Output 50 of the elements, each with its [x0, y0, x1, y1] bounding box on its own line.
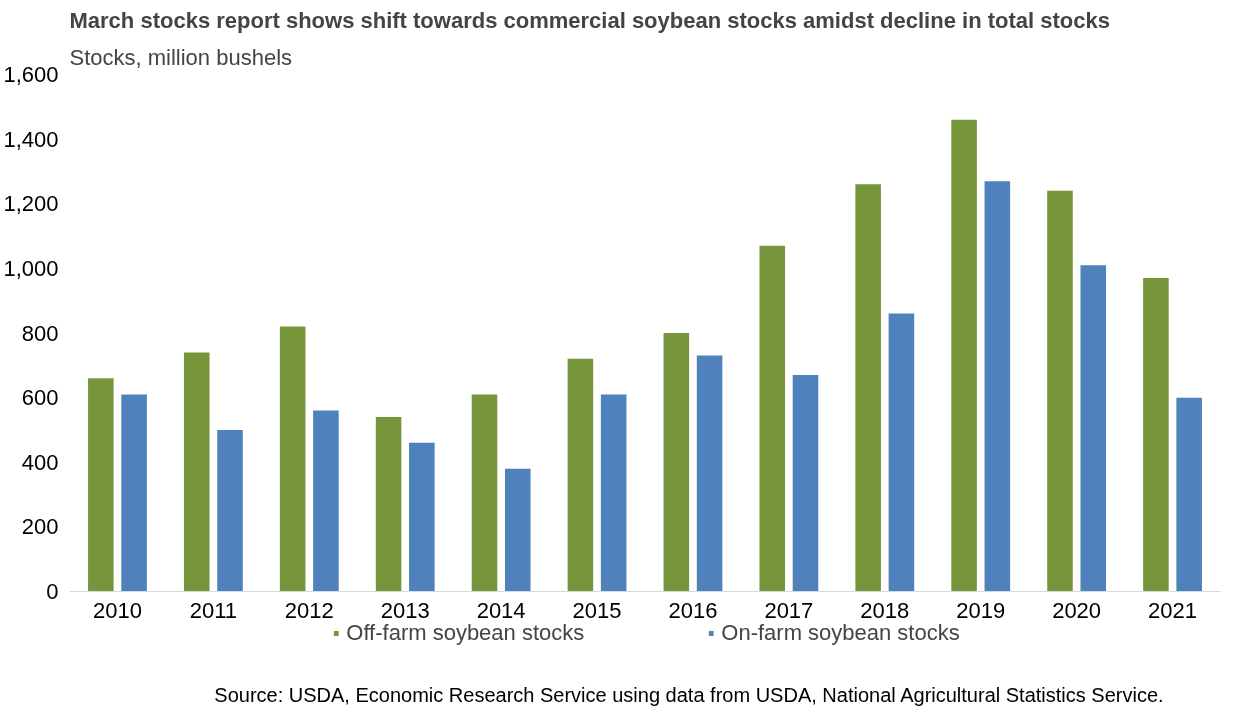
- x-tick-label: 2020: [1052, 597, 1102, 623]
- bar: [663, 333, 690, 592]
- bar: [1047, 190, 1073, 592]
- y-tick-label: 0: [46, 579, 59, 604]
- bar: [88, 378, 114, 592]
- bar: [951, 119, 977, 592]
- y-tick-label: 1,200: [3, 191, 59, 217]
- bar: [504, 468, 531, 592]
- bar: [888, 313, 915, 592]
- y-tick-label: 1,400: [3, 126, 59, 152]
- x-tick-label: 2021: [1148, 597, 1198, 623]
- y-tick-label: 800: [21, 320, 59, 346]
- x-tick-label: 2013: [380, 597, 430, 623]
- y-tick-label: 400: [21, 449, 59, 475]
- bar: [409, 442, 435, 592]
- x-tick-label: 2010: [92, 597, 142, 623]
- x-tick-label: 2014: [476, 597, 526, 623]
- y-tick-label: 600: [21, 385, 59, 411]
- bar: [471, 394, 498, 592]
- x-tick-label: 2019: [956, 597, 1006, 623]
- x-tick-label: 2018: [860, 597, 910, 623]
- bar: [313, 410, 339, 592]
- bar: [984, 181, 1011, 592]
- bar: [600, 394, 627, 592]
- x-tick-label: 2011: [189, 597, 238, 623]
- bar: [759, 245, 786, 592]
- y-tick-label: 1,600: [3, 62, 59, 87]
- bar: [567, 358, 594, 592]
- chart-title: March stocks report shows shift towards commercial soybean stocks amidst decline in total stocks: [69, 7, 1110, 33]
- bar: [183, 352, 210, 592]
- y-tick-label: 200: [21, 514, 59, 540]
- bar: [1143, 278, 1169, 592]
- bar: [792, 375, 819, 592]
- legend-label: Off-farm soybean stocks: [346, 620, 585, 646]
- bar: [375, 417, 402, 592]
- source-note: Source: USDA, Economic Research Service using data from USDA, National Agricultural Statistics Service.: [214, 683, 1164, 706]
- y-tick-label: 1,000: [3, 255, 59, 281]
- x-tick-label: 2012: [284, 597, 334, 623]
- bar: [1176, 397, 1202, 592]
- x-tick-label: 2017: [764, 597, 814, 623]
- bar: [696, 355, 723, 592]
- legend-label: On-farm soybean stocks: [721, 620, 960, 646]
- bar: [855, 184, 881, 592]
- bar: [279, 326, 306, 592]
- bar: [1080, 265, 1107, 592]
- bar: [121, 394, 147, 592]
- x-tick-label: 2016: [668, 597, 718, 623]
- bar: [217, 429, 243, 592]
- chart-subtitle: Stocks, million bushels: [69, 44, 293, 70]
- x-tick-label: 2015: [572, 597, 622, 623]
